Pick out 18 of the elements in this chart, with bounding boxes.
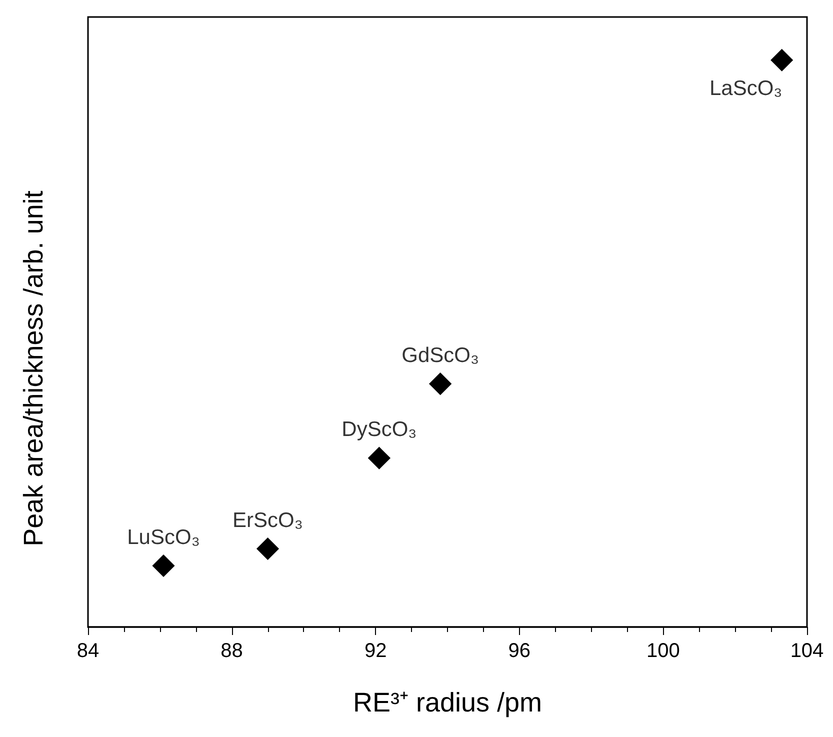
annotation: LaScO₃ <box>709 77 782 100</box>
x-tick-label: 100 <box>646 640 680 662</box>
annotation: DyScO₃ <box>342 418 417 442</box>
annotation: ErScO₃ <box>232 508 303 532</box>
x-tick-label: 92 <box>364 640 387 662</box>
x-tick-label: 84 <box>76 640 100 662</box>
point <box>366 446 392 471</box>
x-tick-label: 104 <box>790 640 824 662</box>
annotation: LuScO₃ <box>127 526 200 549</box>
x-tick-label: 96 <box>508 640 531 662</box>
annotation: GdScO₃ <box>402 344 480 367</box>
x-tick-label: 88 <box>220 640 243 662</box>
point <box>255 536 280 562</box>
x-axis-title: RE³⁺ radius /pm <box>352 688 542 718</box>
y-axis-title: Peak area/thickness /arb. unit <box>18 190 48 546</box>
point <box>150 553 176 578</box>
point <box>428 371 453 396</box>
point <box>769 48 794 73</box>
